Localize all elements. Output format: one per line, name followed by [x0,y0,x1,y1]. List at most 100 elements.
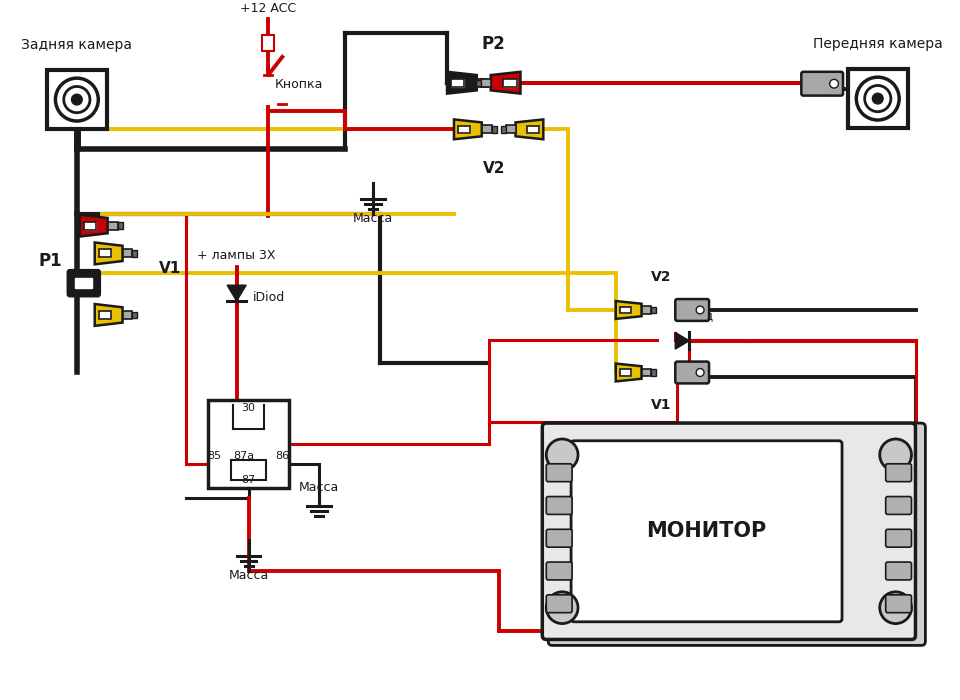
Bar [99,249,111,258]
Bar [482,125,492,133]
FancyBboxPatch shape [886,464,911,482]
Bar [132,312,137,318]
Bar [451,79,465,87]
Text: 30: 30 [242,403,255,413]
Polygon shape [675,332,689,349]
Circle shape [71,94,83,105]
Text: V2: V2 [651,270,672,284]
Bar [47,70,107,130]
Bar [84,222,96,230]
FancyBboxPatch shape [68,270,100,296]
Polygon shape [447,72,477,94]
Bar [99,311,111,319]
FancyBboxPatch shape [886,529,911,547]
Bar [481,78,491,87]
Circle shape [56,78,98,121]
Text: P1: P1 [38,252,62,270]
Polygon shape [454,120,482,139]
Text: V1: V1 [651,398,672,412]
Polygon shape [491,72,520,94]
FancyBboxPatch shape [546,529,572,547]
Bar [527,126,540,133]
Bar [108,222,117,230]
Circle shape [856,77,900,120]
Bar [132,250,137,257]
Bar [123,311,132,319]
FancyBboxPatch shape [675,362,709,384]
Bar [117,223,123,229]
FancyBboxPatch shape [546,464,572,482]
Bar [492,126,496,132]
Bar [620,307,632,313]
Polygon shape [80,215,108,237]
Bar [208,400,289,488]
FancyBboxPatch shape [546,562,572,580]
Circle shape [879,592,911,624]
Text: V2: V2 [483,161,505,176]
Bar [620,370,632,376]
Bar [620,307,632,313]
Text: iDiod: iDiod [252,290,285,304]
Bar [477,78,487,87]
Text: Масса: Масса [352,211,393,225]
Text: МОНИТОР: МОНИТОР [646,522,767,541]
Bar [123,249,132,258]
Circle shape [873,93,883,104]
Bar [99,249,111,258]
Circle shape [879,439,911,470]
FancyBboxPatch shape [546,595,572,612]
Polygon shape [615,301,641,319]
Bar [230,460,267,480]
Circle shape [63,87,90,113]
Text: Передняя камера: Передняя камера [813,37,943,51]
FancyBboxPatch shape [548,423,925,645]
Text: Масса: Масса [228,569,269,582]
Bar [487,80,492,86]
Text: V1: V1 [159,261,181,276]
Bar [527,126,540,133]
Text: +12 ACC: +12 ACC [240,2,297,15]
Text: 87a: 87a [233,451,254,461]
FancyBboxPatch shape [886,595,911,612]
Bar [506,125,516,133]
Bar [262,35,275,51]
Bar [652,370,657,376]
Text: Масса: Масса [299,481,339,493]
Bar [620,370,632,376]
Text: + лампы 3Х: + лампы 3Х [198,249,276,262]
Polygon shape [228,285,246,301]
Bar [641,368,652,377]
Polygon shape [615,363,641,382]
Text: Диод: Диод [680,310,713,323]
Bar [848,69,907,128]
Bar [458,126,470,133]
Polygon shape [95,242,123,265]
Circle shape [696,306,704,314]
Text: Кнопка: Кнопка [275,78,323,91]
Circle shape [546,439,578,470]
Bar [503,79,516,87]
FancyBboxPatch shape [675,299,709,321]
Bar [76,279,92,288]
Text: P2: P2 [482,35,506,53]
Polygon shape [95,304,123,326]
Circle shape [546,592,578,624]
Polygon shape [516,120,543,139]
Circle shape [829,79,838,88]
FancyBboxPatch shape [542,423,916,640]
Bar [451,79,465,87]
FancyBboxPatch shape [546,496,572,514]
Text: 87: 87 [241,475,255,484]
FancyBboxPatch shape [802,72,843,96]
FancyBboxPatch shape [571,441,842,622]
Bar [84,222,96,230]
Text: 86: 86 [276,451,289,461]
Bar [503,79,516,87]
Bar [641,306,652,314]
Circle shape [865,85,891,112]
Bar [458,126,470,133]
Bar [476,80,481,86]
Bar [99,311,111,319]
Circle shape [696,369,704,377]
Bar [652,307,657,313]
